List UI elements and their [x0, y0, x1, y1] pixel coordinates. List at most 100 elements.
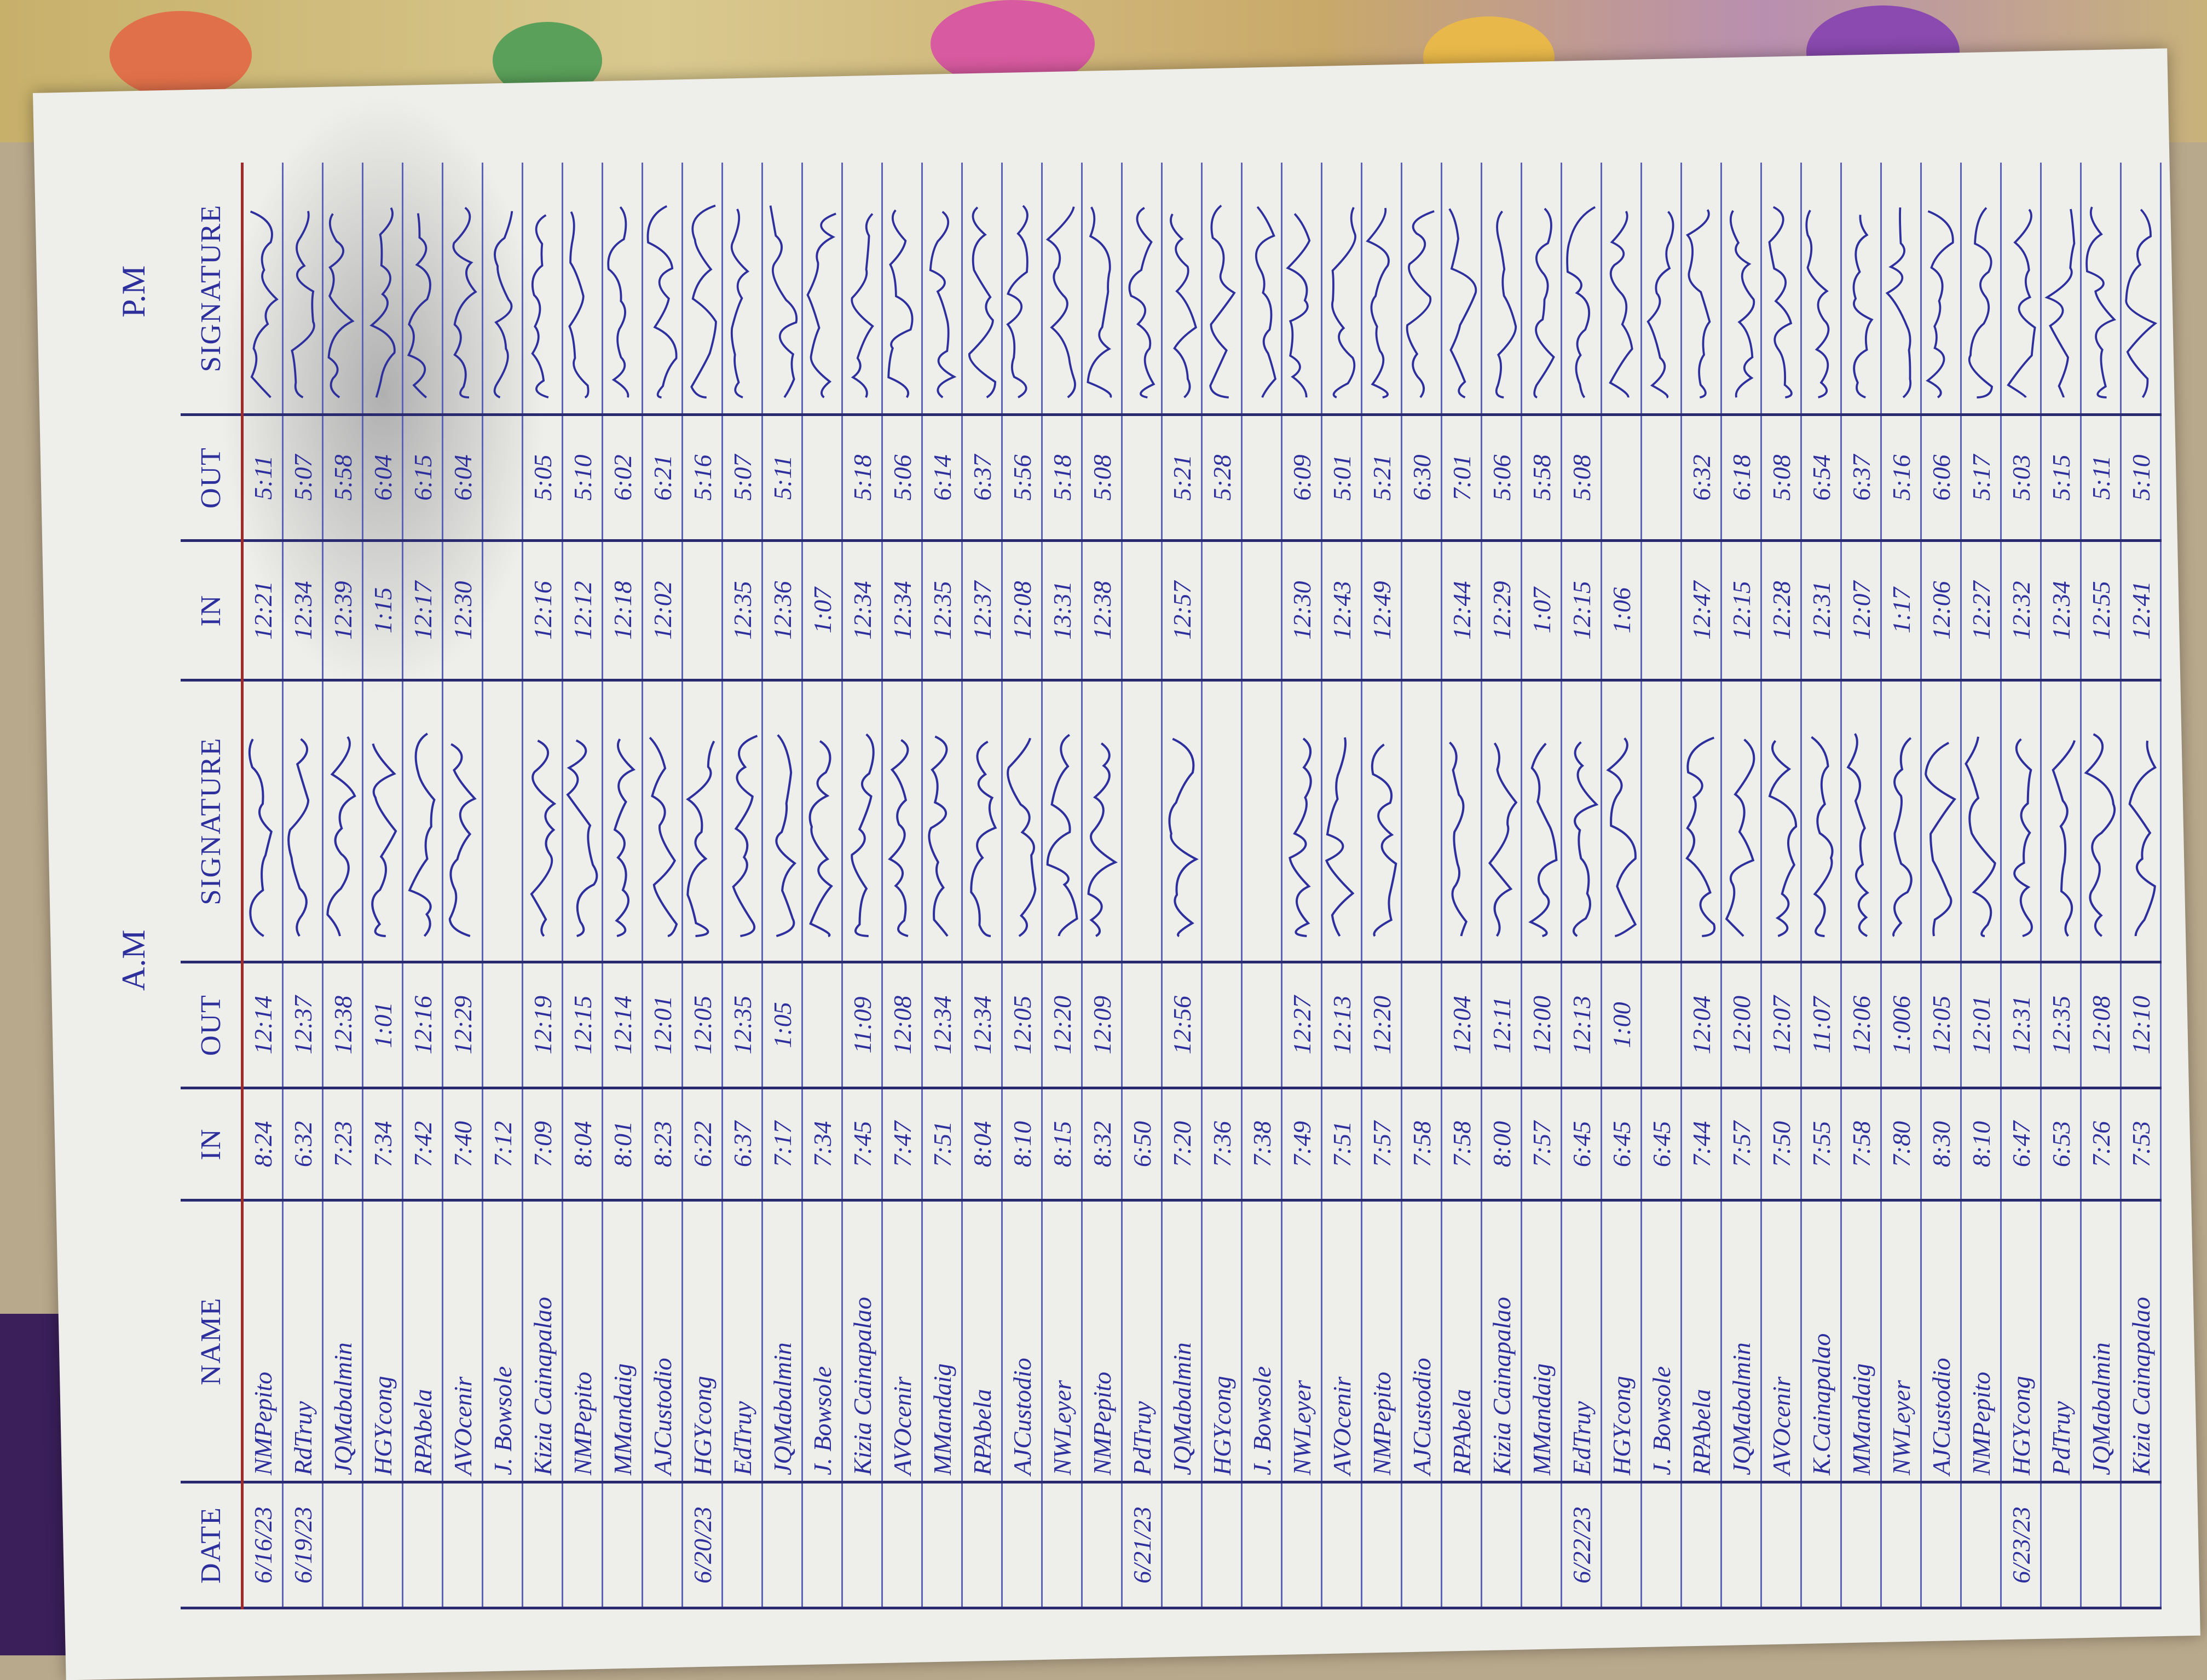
pm-in-cell: 12:34 — [282, 540, 323, 680]
handwritten-signature-icon — [968, 206, 997, 399]
pm-out-cell: 7:01 — [1441, 414, 1482, 541]
pm-out-cell: 5:08 — [1761, 414, 1801, 541]
pm-out-cell: 6:18 — [1721, 414, 1761, 541]
date-cell — [1361, 1482, 1402, 1608]
am-out-cell: 1:00 — [1601, 962, 1642, 1088]
handwritten-signature-icon — [929, 211, 957, 399]
handwritten-signature-icon — [1892, 737, 1913, 937]
handwritten-signature-icon — [1406, 210, 1435, 399]
table-row: JQMabalmin 7:57 12:00 12:15 6:18 — [1721, 163, 1761, 1608]
am-signature-cell — [1641, 680, 1682, 962]
pm-in-cell: 12:47 — [1681, 540, 1721, 680]
pm-in-cell: 12:37 — [962, 540, 1002, 680]
am-in-cell: 7:17 — [762, 1088, 802, 1200]
am-in-cell: 7:34 — [362, 1088, 403, 1200]
table-row: JQMabalmin 7:17 1:05 12:36 5:11 — [762, 163, 802, 1608]
am-out-cell: 12:29 — [442, 962, 483, 1088]
am-out-cell: 12:07 — [1761, 962, 1801, 1088]
handwritten-signature-icon — [291, 211, 315, 399]
am-in-cell: 7:49 — [1281, 1088, 1322, 1200]
pm-out-cell: 5:11 — [2081, 414, 2121, 541]
handwritten-signature-icon — [1805, 210, 1830, 399]
handwritten-signature-icon — [530, 740, 557, 937]
pm-signature-cell — [1681, 163, 1721, 415]
date-cell — [2041, 1482, 2081, 1608]
handwritten-signature-icon — [1846, 733, 1869, 937]
column-header-am-out: OUT — [181, 962, 242, 1088]
name-cell: RPAbela — [962, 1200, 1002, 1482]
name-cell: Kizia Cainapalao — [522, 1200, 563, 1482]
handwritten-signature-icon — [732, 735, 758, 937]
pm-in-cell: 13:31 — [1042, 540, 1082, 680]
pm-signature-cell — [962, 163, 1002, 415]
pm-in-cell — [1241, 540, 1282, 680]
date-cell: 6/16/23 — [242, 1482, 283, 1608]
pm-in-cell — [1122, 540, 1162, 680]
am-in-cell: 7:58 — [1841, 1088, 1881, 1200]
am-in-cell: 7:45 — [842, 1088, 882, 1200]
name-cell: HGYcong — [1601, 1200, 1642, 1482]
pm-signature-cell — [2001, 163, 2041, 415]
handwritten-signature-icon — [1495, 210, 1517, 399]
pm-in-cell: 12:07 — [1841, 540, 1881, 680]
pm-out-cell: 5:06 — [882, 414, 922, 541]
pm-signature-cell — [882, 163, 922, 415]
pm-out-cell: 5:08 — [1082, 414, 1122, 541]
am-signature-cell — [842, 680, 882, 962]
column-header-pm-in: IN — [181, 540, 242, 680]
pm-in-cell: 12:55 — [2081, 540, 2121, 680]
am-signature-cell — [1281, 680, 1322, 962]
date-cell: 6/20/23 — [682, 1482, 723, 1608]
am-signature-cell — [2001, 680, 2041, 962]
pm-signature-cell — [1881, 163, 1921, 415]
name-cell: EdTruy — [722, 1200, 762, 1482]
pm-in-cell: 1:06 — [1601, 540, 1642, 680]
pm-out-cell: 5:21 — [1361, 414, 1402, 541]
date-cell: 6/23/23 — [2001, 1482, 2041, 1608]
handwritten-signature-icon — [1606, 737, 1637, 937]
handwritten-signature-icon — [607, 206, 629, 398]
table-row: NMPepito 8:04 12:15 12:12 5:10 — [562, 163, 603, 1608]
am-signature-cell — [762, 680, 802, 962]
pm-signature-cell — [1801, 163, 1841, 415]
am-in-cell: 8:15 — [1042, 1088, 1082, 1200]
pm-signature-cell — [1641, 163, 1682, 415]
date-cell — [1961, 1482, 2001, 1608]
pm-in-cell: 12:15 — [1561, 540, 1602, 680]
am-out-cell — [802, 962, 842, 1088]
handwritten-signature-icon — [1045, 206, 1076, 399]
am-signature-cell — [1241, 680, 1282, 962]
am-in-cell: 7:38 — [1241, 1088, 1282, 1200]
handwritten-signature-icon — [1087, 206, 1112, 399]
handwritten-signature-icon — [1926, 210, 1954, 399]
am-in-cell: 7:58 — [1401, 1088, 1442, 1200]
am-signature-cell — [1841, 680, 1881, 962]
handwritten-signature-icon — [646, 205, 678, 399]
am-signature-cell — [882, 680, 922, 962]
table-row: NMPepito 8:32 12:09 12:38 5:08 — [1082, 163, 1122, 1608]
handwritten-signature-icon — [1533, 207, 1555, 399]
am-signature-cell — [1961, 680, 2001, 962]
pm-out-cell: 6:02 — [602, 414, 643, 541]
handwritten-signature-icon — [808, 740, 833, 937]
date-cell — [802, 1482, 842, 1608]
pm-out-cell: 6:06 — [1921, 414, 1961, 541]
pm-out-cell: 5:28 — [1201, 414, 1242, 541]
date-cell — [1401, 1482, 1442, 1608]
pm-out-cell — [1241, 414, 1282, 541]
am-out-cell: 12:04 — [1681, 962, 1721, 1088]
handwritten-signature-icon — [327, 213, 355, 399]
handwritten-signature-icon — [649, 736, 678, 937]
am-in-cell: 8:10 — [1961, 1088, 2001, 1200]
pm-out-cell: 5:16 — [682, 414, 723, 541]
handwritten-signature-icon — [2052, 740, 2076, 937]
pm-in-cell: 12:34 — [842, 540, 882, 680]
handwritten-signature-icon — [613, 738, 636, 937]
date-cell — [562, 1482, 603, 1608]
handwritten-signature-icon — [568, 211, 590, 399]
name-cell: AVOcenir — [1761, 1200, 1801, 1482]
am-signature-cell — [1721, 680, 1761, 962]
pm-in-cell: 12:30 — [1281, 540, 1322, 680]
handwritten-signature-icon — [2044, 209, 2076, 398]
am-in-cell: 8:32 — [1082, 1088, 1122, 1200]
